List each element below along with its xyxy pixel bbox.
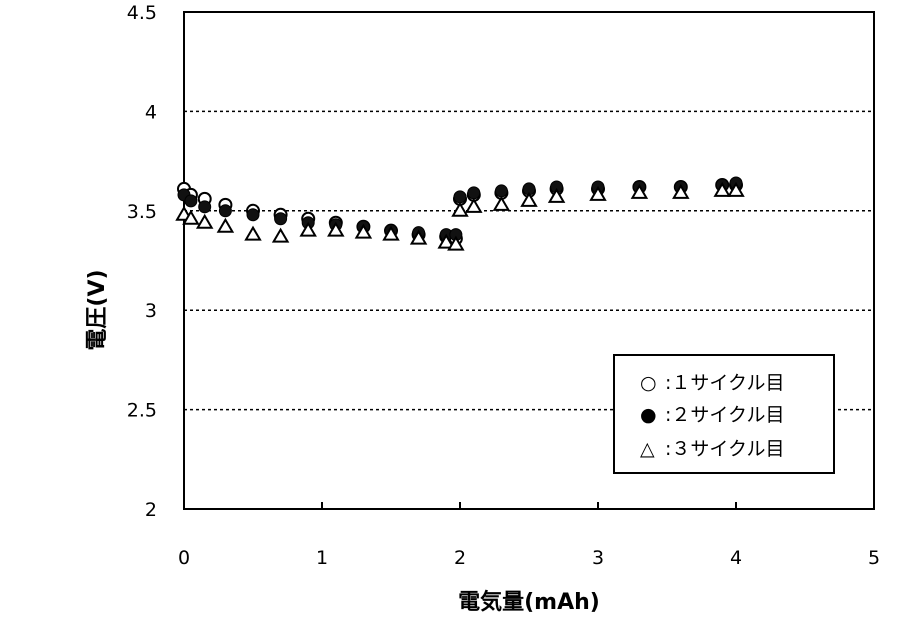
series-3-point-2 [198,216,212,228]
x-tick-label-2: 2 [454,547,466,569]
series-2-point-13 [454,191,466,203]
legend-label-2: :２サイクル目 [665,404,784,426]
x-tick-label-3: 3 [592,547,604,569]
legend-symbol-2: ● [640,404,657,426]
legend-symbol-3: △ [640,438,655,460]
y-tick-label-2: 3 [145,300,157,322]
y-tick-label-0: 2 [145,499,157,521]
y-tick-label-3: 3.5 [127,201,157,223]
legend-symbol-1: ○ [640,372,657,394]
x-tick-label-5: 5 [868,547,880,569]
series-3-point-15 [494,198,508,210]
y-tick-label-1: 2.5 [127,400,157,422]
series-2-point-14 [468,187,480,199]
series-2-point-1 [185,195,197,207]
legend-label-1: :１サイクル目 [665,372,784,394]
legend: ○ :１サイクル目 ● :２サイクル目 △ :３サイクル目 [614,355,834,473]
series-2-point-2 [199,201,211,213]
series-3-point-13 [453,204,467,216]
series-layer [177,177,743,250]
series-2-point-5 [275,213,287,225]
y-tick-label-5: 4.5 [127,2,157,24]
series-2-point-15 [495,185,507,197]
series-3-point-4 [246,228,260,240]
x-tick-label-0: 0 [178,547,190,569]
x-axis-title: 電気量(mAh) [458,589,600,615]
series-3-point-14 [467,200,481,212]
y-tick-label-4: 4 [145,101,157,123]
tick-layer: 2 2.5 3 3.5 4 4.5 0 1 2 3 4 5 [127,2,880,569]
series-3-point-5 [274,230,288,242]
y-axis-title: 電圧(V) [85,269,110,350]
series-2-point-3 [219,205,231,217]
x-tick-label-4: 4 [730,547,742,569]
series-3-point-3 [218,220,232,232]
x-tick-label-1: 1 [316,547,328,569]
series-2-point-4 [247,209,259,221]
legend-label-3: :３サイクル目 [665,438,784,460]
